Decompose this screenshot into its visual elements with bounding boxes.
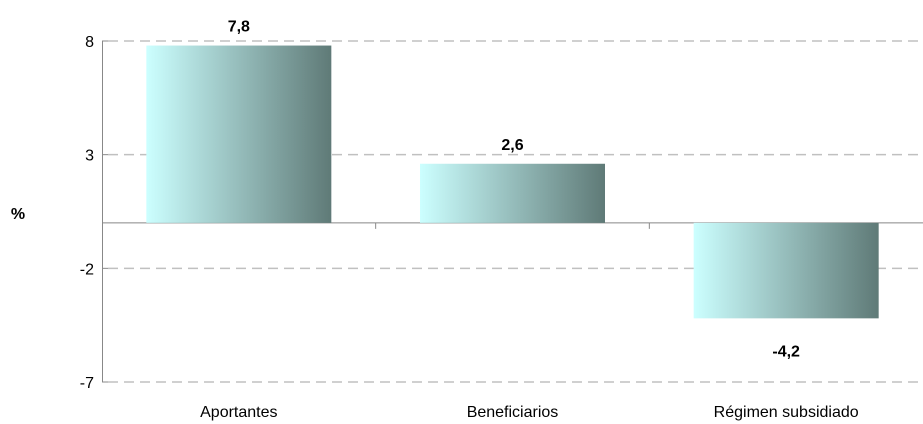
y-tick-label: -2 <box>80 261 94 278</box>
x-tick-label: Régimen subsidiado <box>714 404 859 421</box>
bars <box>146 45 879 319</box>
y-tick-label: -7 <box>80 375 94 392</box>
bar <box>693 222 879 319</box>
data-label: 2,6 <box>501 137 523 154</box>
y-tick-label: 8 <box>85 34 94 51</box>
labels: 8 3 -2 -7 7,8 Aportantes 2,6 Beneficiarios -4,2 R… <box>80 19 859 421</box>
y-tick-label: 3 <box>85 148 94 165</box>
x-tick-label: Aportantes <box>200 404 277 421</box>
x-tick-label: Beneficiarios <box>467 404 559 421</box>
data-label: 7,8 <box>228 19 250 36</box>
y-axis-title: % <box>11 206 25 223</box>
bar <box>146 45 332 223</box>
data-label: -4,2 <box>772 343 800 360</box>
bar <box>420 163 605 223</box>
